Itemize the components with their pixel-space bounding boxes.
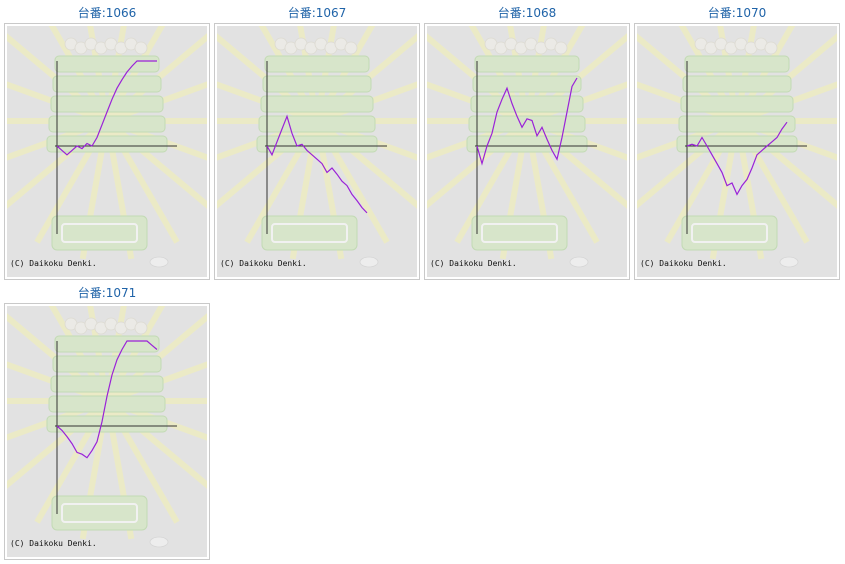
rice-ball (134, 41, 148, 55)
bottom-tray (261, 215, 358, 251)
slot-card[interactable]: 台番:1068 (C) Daikoku Denki. (424, 5, 630, 280)
sunburst-ray (7, 361, 109, 404)
tray-layer (264, 55, 370, 73)
sunburst-ray (7, 81, 109, 124)
tray-layer (52, 75, 162, 93)
slot-number-title[interactable]: 台番:1068 (497, 6, 557, 20)
tray-layer (678, 115, 796, 133)
payout-line (266, 114, 368, 214)
tray-layer (680, 95, 794, 113)
dish (779, 256, 799, 268)
sunburst-ray (315, 81, 417, 124)
slot-card[interactable]: 台番:1070 (C) Daikoku Denki. (634, 5, 840, 280)
graph-panel: (C) Daikoku Denki. (424, 23, 630, 280)
bottom-tray (471, 215, 568, 251)
payout-line (56, 60, 157, 156)
tray-layer (676, 135, 798, 153)
copyright-text: (C) Daikoku Denki. (220, 259, 307, 268)
payout-chart (7, 26, 207, 268)
tray-layer (466, 135, 588, 153)
payout-line (56, 340, 158, 459)
tray-layer (474, 55, 580, 73)
tray-layer (48, 115, 166, 133)
dish (569, 256, 589, 268)
graph-panel: (C) Daikoku Denki. (634, 23, 840, 280)
tray-layer (262, 75, 372, 93)
rice-ball (134, 321, 148, 335)
graph-panel: (C) Daikoku Denki. (4, 23, 210, 280)
bottom-tray-rim (481, 223, 558, 243)
background-artwork (217, 26, 417, 268)
tray-layer (54, 55, 160, 73)
tray-layer (46, 135, 168, 153)
background-artwork (7, 306, 207, 548)
dish (149, 256, 169, 268)
slot-card[interactable]: 台番:1067 (C) Daikoku Denki. (214, 5, 420, 280)
payout-line (686, 121, 788, 196)
tray-layer (256, 135, 378, 153)
tray-layer (684, 55, 790, 73)
payout-chart (217, 26, 417, 268)
tray-layer (50, 95, 164, 113)
slot-card[interactable]: 台番:1066 (C) Daikoku Denki. (4, 5, 210, 280)
payout-line (476, 77, 578, 166)
tray-layer (468, 115, 586, 133)
sunburst-ray (105, 361, 207, 404)
copyright-text: (C) Daikoku Denki. (430, 259, 517, 268)
copyright-text: (C) Daikoku Denki. (10, 539, 97, 548)
tray-layer (46, 415, 168, 433)
sunburst-ray (525, 81, 627, 124)
tray-layer (52, 355, 162, 373)
slot-card[interactable]: 台番:1071 (C) Daikoku Denki. (4, 285, 210, 560)
bottom-tray-rim (691, 223, 768, 243)
rice-ball (554, 41, 568, 55)
payout-chart (7, 306, 207, 548)
sunburst-ray (105, 81, 207, 124)
sunburst-ray (735, 81, 837, 124)
background-artwork (7, 26, 207, 268)
graph-panel: (C) Daikoku Denki. (214, 23, 420, 280)
dish (359, 256, 379, 268)
dish (149, 536, 169, 548)
tray-layer (258, 115, 376, 133)
sunburst-ray (217, 81, 319, 124)
copyright-text: (C) Daikoku Denki. (640, 259, 727, 268)
sunburst-ray (637, 81, 739, 124)
tray-layer (50, 375, 164, 393)
tray-layer (682, 75, 792, 93)
slot-number-title[interactable]: 台番:1071 (77, 286, 137, 300)
bottom-tray (51, 215, 148, 251)
bottom-tray-rim (271, 223, 348, 243)
bottom-tray-rim (61, 503, 138, 523)
tray-layer (470, 95, 584, 113)
payout-chart (637, 26, 837, 268)
graph-panel: (C) Daikoku Denki. (4, 303, 210, 560)
copyright-text: (C) Daikoku Denki. (10, 259, 97, 268)
rice-ball (344, 41, 358, 55)
bottom-tray (51, 495, 148, 531)
slot-number-title[interactable]: 台番:1066 (77, 6, 137, 20)
tray-layer (472, 75, 582, 93)
rice-ball (764, 41, 778, 55)
tray-layer (54, 335, 160, 353)
background-artwork (427, 26, 627, 268)
bottom-tray-rim (61, 223, 138, 243)
bottom-tray (681, 215, 778, 251)
sunburst-ray (427, 81, 529, 124)
tray-layer (260, 95, 374, 113)
slot-number-title[interactable]: 台番:1070 (707, 6, 767, 20)
payout-chart (427, 26, 627, 268)
slot-number-title[interactable]: 台番:1067 (287, 6, 347, 20)
background-artwork (637, 26, 837, 268)
